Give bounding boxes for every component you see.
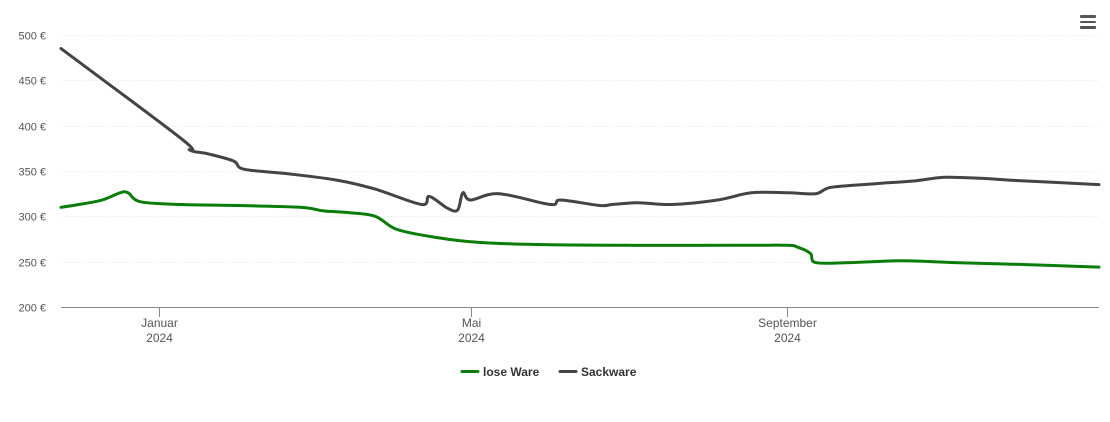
chart-menu-button[interactable] [1074,10,1102,34]
legend-item-label[interactable]: Sackware [581,365,637,379]
series-line-sackware [59,47,1101,213]
grid-lines [61,35,1099,263]
y-tick-label: 450 € [18,76,46,88]
y-tick-label: 250 € [18,258,46,270]
y-axis-labels: 200 € 250 € 300 € 350 € 400 € 450 € 500 € [18,31,46,315]
y-tick-label: 500 € [18,31,46,43]
x-tick-label-month: September [758,316,817,330]
y-tick-label: 350 € [18,167,46,179]
legend-item-label[interactable]: lose Ware [483,365,540,379]
series-line-lose-ware [59,190,1101,269]
y-tick-label: 400 € [18,122,46,134]
x-tick-label-year: 2024 [458,331,485,345]
x-tick-label-year: 2024 [774,331,801,345]
y-tick-label: 300 € [18,212,46,224]
x-tick-label-month: Mai [462,316,481,330]
y-tick-label: 200 € [18,303,46,315]
legend: lose Ware Sackware [460,365,637,379]
x-tick-label-year: 2024 [146,331,173,345]
x-tick-label-month: Januar [141,316,178,330]
series-lines [59,47,1101,269]
